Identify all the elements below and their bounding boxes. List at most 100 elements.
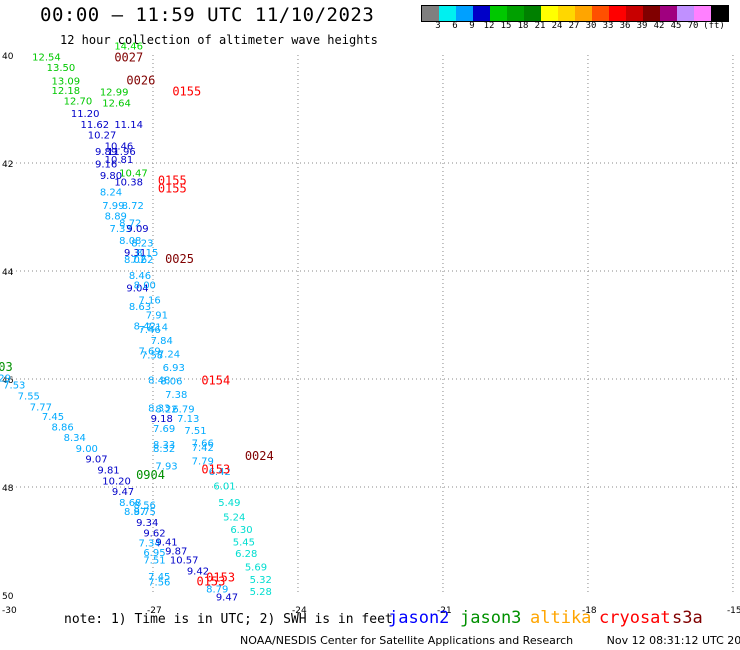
- wave-height-value: 9.04: [126, 284, 148, 295]
- wave-height-value: 8.34: [64, 433, 86, 444]
- lat-label: 48: [2, 484, 14, 494]
- wave-height-value: 8.89: [105, 212, 127, 223]
- lon-label: -24: [292, 606, 307, 616]
- wave-height-value: 8.22: [155, 404, 177, 415]
- lat-label: 46: [2, 376, 14, 386]
- wave-height-value: 10.46: [105, 142, 134, 153]
- wave-height-value: 7.55: [18, 392, 40, 403]
- wave-height-value: 7.91: [146, 311, 168, 322]
- units-note: note: 1) Time is in UTC; 2) SWH is in fe…: [64, 612, 393, 627]
- wave-height-value: 8.56: [134, 501, 156, 512]
- colorbar-tick-label: 24: [551, 21, 563, 31]
- wave-height-value: 7.45: [148, 572, 170, 583]
- wave-height-value: 7.77: [30, 402, 52, 413]
- wave-height-value: 11.62: [80, 120, 109, 131]
- wave-height-value: 12.70: [64, 97, 93, 108]
- wave-height-value: 9.18: [151, 414, 173, 425]
- lat-label: 42: [2, 160, 13, 170]
- colorbar-tick-label: 39: [636, 21, 648, 31]
- wave-height-value: 9.62: [143, 529, 165, 540]
- wave-height-value: 10.81: [105, 155, 134, 166]
- colorbar-swatch: [541, 6, 558, 21]
- colorbar-tick-label: 3: [435, 21, 441, 31]
- colorbar-swatch: [490, 6, 507, 21]
- colorbar-swatch: [694, 6, 711, 21]
- pass-time-label: 0026: [126, 74, 155, 88]
- wave-height-value: 7.58: [141, 350, 163, 361]
- legend-jason2: jason2: [388, 608, 450, 628]
- wave-height-value: 8.86: [51, 422, 73, 433]
- wave-height-value: 8.00: [134, 280, 156, 291]
- pass-time-labels: 0027002601550155015500250903015400240153…: [0, 50, 274, 588]
- colorbar-tick-label: 36: [619, 21, 631, 31]
- wave-height-value: 8.32: [153, 444, 175, 455]
- pass-time-label: 0024: [245, 449, 274, 463]
- colorbar-tick-label: 70: [687, 21, 699, 31]
- wave-height-value: 12.54: [32, 52, 61, 63]
- wave-height-value: 8.08: [119, 236, 141, 247]
- wave-height-value: 7.29: [0, 374, 11, 385]
- wave-height-value: 8.75: [134, 507, 156, 518]
- colorbar-tick-label: (ft): [703, 21, 725, 31]
- lon-label: -18: [582, 606, 597, 616]
- pass-time-label: 0154: [201, 373, 230, 387]
- colorbar-tick-label: 9: [469, 21, 475, 31]
- wave-height-value: 8.63: [129, 302, 151, 313]
- pass-time-label: 0153: [206, 571, 235, 585]
- wave-height-value: 5.28: [250, 587, 272, 598]
- wave-height-value: 7.56: [148, 577, 170, 588]
- wave-height-value: 6.28: [235, 549, 257, 560]
- wave-height-value: 8.48: [148, 375, 170, 386]
- wave-height-value: 8.42: [134, 321, 156, 332]
- wave-height-value: 10.27: [88, 131, 117, 142]
- legend-s3a: s3a: [672, 608, 703, 628]
- wave-height-value: 7.16: [138, 295, 160, 306]
- wave-height-value: 10.38: [114, 178, 143, 189]
- wave-height-value: 6.79: [172, 404, 194, 415]
- colorbar-tick-label: 18: [517, 21, 529, 31]
- colorbar-swatch: [473, 6, 490, 21]
- wave-height-value: 7.69: [153, 424, 175, 435]
- wave-height-value: 7.33: [109, 224, 131, 235]
- colorbar-swatch: [643, 6, 660, 21]
- pass-time-label: 0155: [158, 174, 187, 188]
- wave-height-value: 7.51: [143, 556, 165, 567]
- wave-height-value: 11.20: [71, 109, 100, 120]
- colorbar-swatch: [456, 6, 473, 21]
- wave-height-value: 13.09: [51, 77, 80, 88]
- wave-height-value: 9.34: [136, 518, 158, 529]
- wave-height-value: 7.42: [192, 443, 214, 454]
- wave-height-value: 8.02: [124, 255, 146, 266]
- wave-height-value: 8.24: [100, 187, 122, 198]
- wave-height-value: 9.87: [165, 547, 187, 558]
- wave-height-value: 14.46: [114, 42, 143, 53]
- pass-time-label: 0155: [172, 85, 201, 99]
- wave-height-value: 7.69: [138, 347, 160, 358]
- wave-height-value: 7.38: [165, 390, 187, 401]
- wave-height-value: 8.33: [148, 403, 170, 414]
- wave-height-value: 7.34: [138, 538, 160, 549]
- wave-height-value: 11.96: [107, 147, 136, 158]
- wave-height-value: 8.33: [153, 440, 175, 451]
- wave-height-value: 10.20: [102, 476, 131, 487]
- footer: NOAA/NESDIS Center for Satellite Applica…: [240, 634, 740, 647]
- agency-credit: NOAA/NESDIS Center for Satellite Applica…: [240, 634, 574, 647]
- colorbar-swatch: [609, 6, 626, 21]
- wave-height-value: 7.93: [155, 462, 177, 473]
- colorbar-swatch: [422, 6, 439, 21]
- wave-height-value: 8.68: [119, 498, 141, 509]
- wave-height-value: 9.89: [95, 147, 117, 158]
- wave-height-value: 8.15: [136, 248, 158, 259]
- colorbar-tick-label: 6: [452, 21, 458, 31]
- wave-height-value: 7.66: [192, 439, 214, 450]
- wave-height-value: 7.62: [131, 255, 153, 266]
- wave-height-value: 8.72: [119, 219, 141, 230]
- wave-height-value: 5.32: [250, 575, 272, 586]
- wave-height-value: 7.53: [3, 381, 25, 392]
- pass-time-label: 0025: [165, 252, 194, 266]
- wave-height-value: 7.14: [146, 322, 168, 333]
- pass-time-label: 0027: [114, 50, 143, 64]
- lon-label: -21: [437, 606, 452, 616]
- wave-height-value: 7.45: [42, 412, 64, 423]
